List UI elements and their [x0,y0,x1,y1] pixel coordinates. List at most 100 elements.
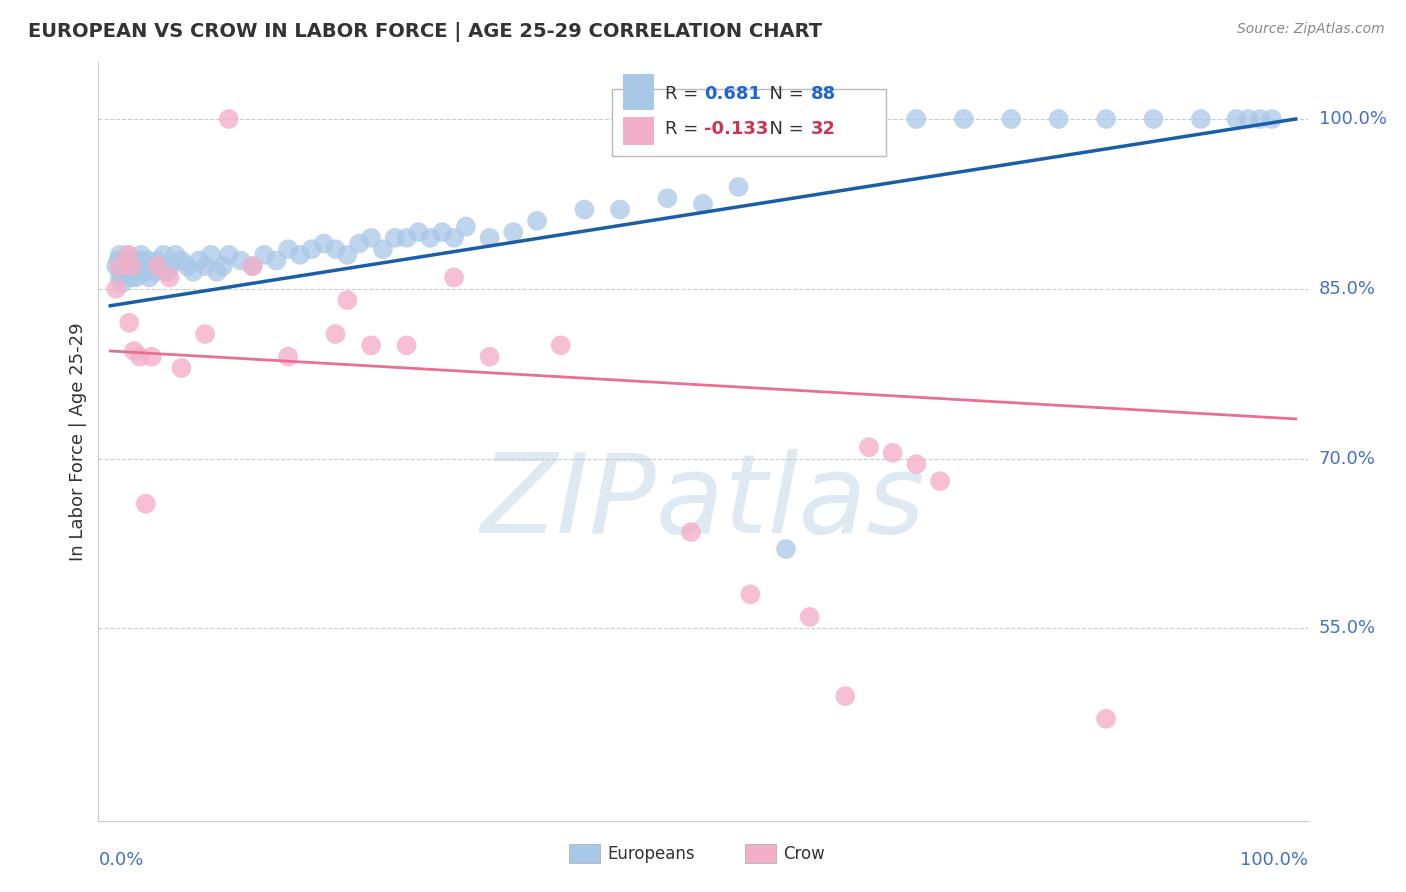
Point [110,265,132,279]
Point [165,248,187,262]
Point [443,270,465,285]
Point [550,338,572,352]
Point [253,248,276,262]
Point [118,316,141,330]
Point [395,338,418,352]
Text: 32: 32 [811,120,837,138]
Point [1047,112,1070,126]
Point [121,253,143,268]
Point [121,259,143,273]
Point [1225,112,1247,126]
Point [115,259,138,273]
Point [194,326,217,341]
Point [105,282,128,296]
Point [181,265,204,279]
Point [288,248,311,262]
Point [114,253,136,268]
Point [129,350,152,364]
Point [1000,112,1022,126]
Point [108,270,131,285]
Text: -0.133: -0.133 [704,120,769,138]
Point [727,180,749,194]
Text: N =: N = [758,85,810,103]
Point [121,270,143,285]
Point [408,225,430,239]
Point [1095,112,1118,126]
Point [117,248,139,262]
Point [135,497,157,511]
Point [740,587,762,601]
Point [143,265,166,279]
Point [681,524,703,539]
Point [146,259,169,273]
Point [117,248,139,262]
Point [360,231,382,245]
Point [657,191,679,205]
Point [124,253,146,268]
Point [846,112,869,126]
Point [118,259,141,273]
Point [574,202,596,217]
Text: N =: N = [758,120,810,138]
Point [112,259,135,273]
Y-axis label: In Labor Force | Age 25-29: In Labor Force | Age 25-29 [69,322,87,561]
Point [692,197,714,211]
Point [129,248,152,262]
Point [229,253,252,268]
Point [264,253,287,268]
Point [799,610,821,624]
Point [149,259,172,273]
Point [218,248,240,262]
Point [325,326,347,341]
Point [138,270,160,285]
Point [1237,112,1260,126]
Point [325,242,347,256]
Point [111,276,134,290]
Point [146,253,169,268]
Point [336,248,359,262]
Text: EUROPEAN VS CROW IN LABOR FORCE | AGE 25-29 CORRELATION CHART: EUROPEAN VS CROW IN LABOR FORCE | AGE 25… [28,22,823,42]
Point [108,248,131,262]
Point [905,457,928,471]
Point [858,440,880,454]
Point [111,270,134,285]
Point [395,231,418,245]
Point [1261,112,1284,126]
Point [129,253,152,268]
Point [218,112,240,126]
Text: 85.0%: 85.0% [1319,280,1375,298]
Point [882,446,904,460]
Point [312,236,335,251]
Point [609,202,631,217]
Point [212,259,235,273]
Text: 100.0%: 100.0% [1240,851,1308,869]
Point [526,214,548,228]
Point [114,265,136,279]
Point [360,338,382,352]
Point [384,231,406,245]
Point [336,293,359,307]
Text: ZIPatlas: ZIPatlas [481,449,925,556]
Point [121,259,143,273]
Text: 88: 88 [811,85,837,103]
Text: R =: R = [665,120,704,138]
Point [170,361,193,376]
Point [834,689,856,703]
Point [1249,112,1271,126]
Point [277,350,299,364]
Text: Crow: Crow [783,845,825,863]
Point [141,259,163,273]
Text: R =: R = [665,85,704,103]
Text: 0.0%: 0.0% [98,851,143,869]
Text: 70.0%: 70.0% [1319,450,1375,467]
Point [952,112,974,126]
Point [125,259,148,273]
Point [205,265,228,279]
Point [478,350,501,364]
Point [125,270,148,285]
Point [502,225,524,239]
Point [371,242,394,256]
Point [478,231,501,245]
Text: Source: ZipAtlas.com: Source: ZipAtlas.com [1237,22,1385,37]
Point [111,253,134,268]
